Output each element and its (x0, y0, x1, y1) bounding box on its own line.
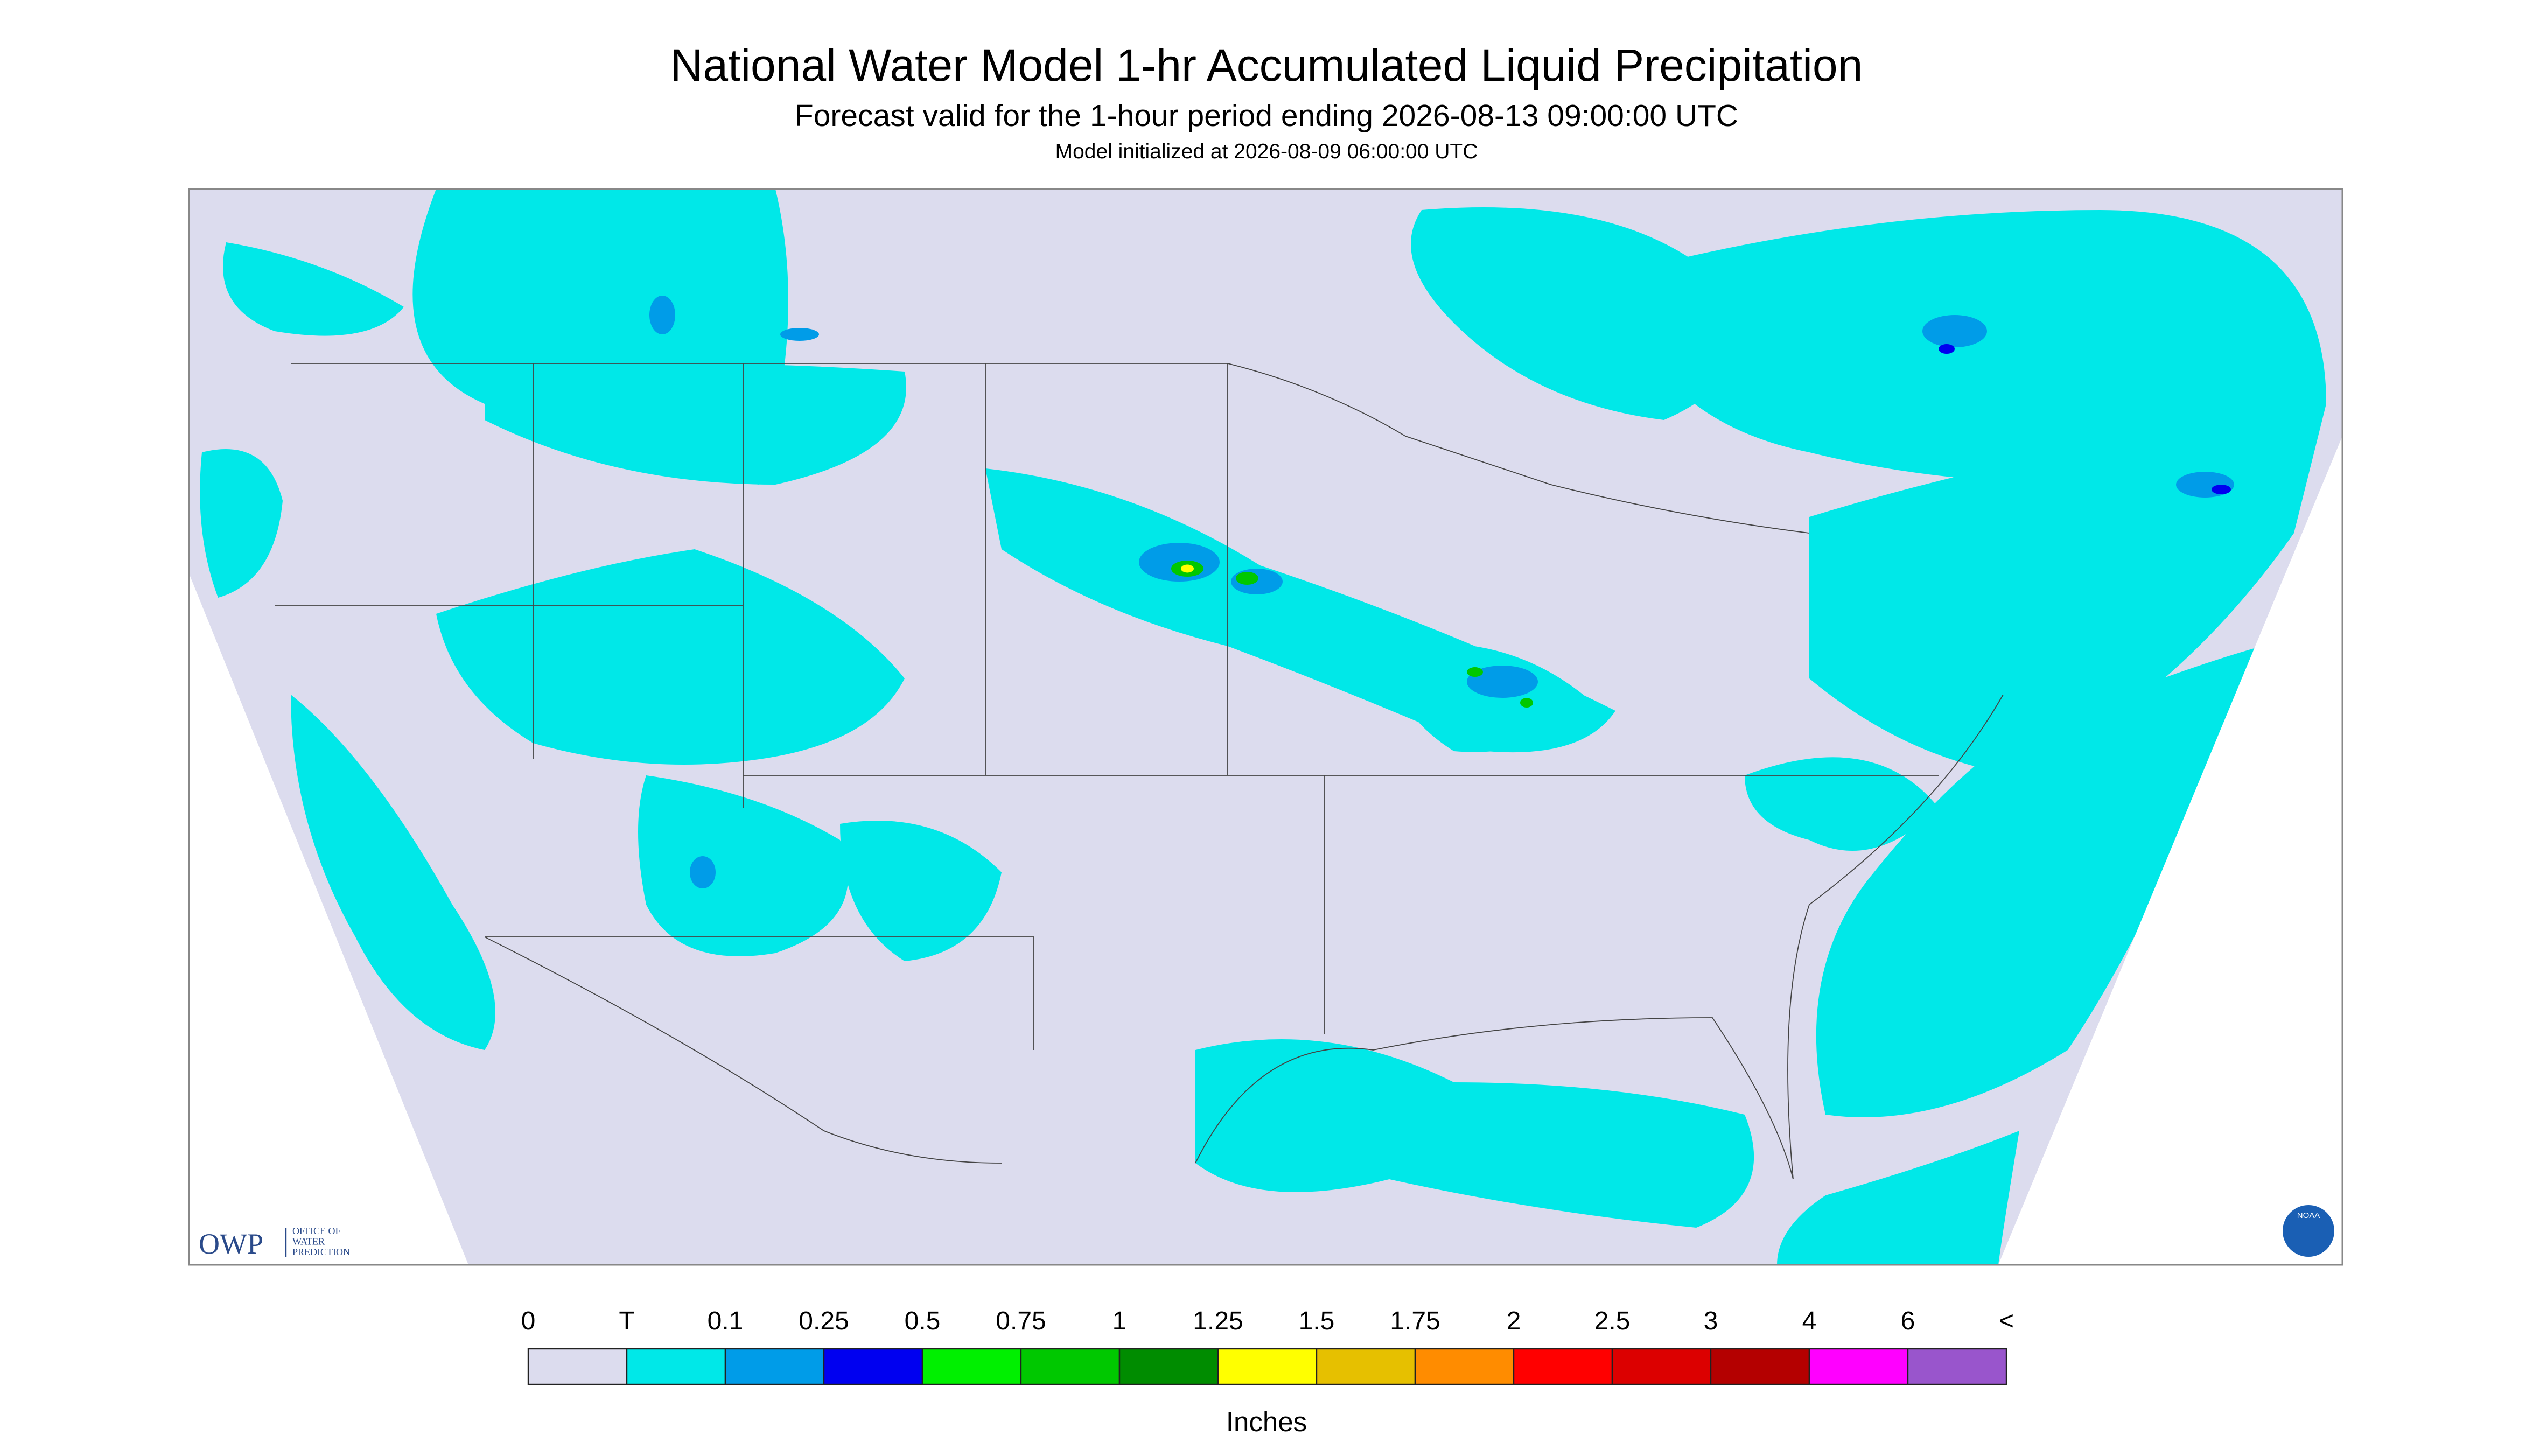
legend-label: 0.1 (708, 1307, 744, 1335)
legend-swatch (626, 1348, 726, 1385)
legend-label: T (619, 1307, 634, 1335)
legend-label: 2 (1507, 1307, 1521, 1335)
legend-label: 1.25 (1193, 1307, 1243, 1335)
legend-swatch (1316, 1348, 1416, 1385)
legend-label: 0.5 (905, 1307, 941, 1335)
legend-swatch (921, 1348, 1022, 1385)
legend-swatch (1118, 1348, 1219, 1385)
legend-swatch (1020, 1348, 1121, 1385)
legend-swatch (1611, 1348, 1712, 1385)
legend-label: 1.75 (1390, 1307, 1440, 1335)
noaa-text: NOAA (2297, 1211, 2320, 1220)
legend-label: 6 (1901, 1307, 1915, 1335)
legend-label: < (1999, 1307, 2014, 1335)
legend-label: 0.25 (799, 1307, 849, 1335)
map-frame (188, 188, 2343, 1266)
legend: 0 T 0.1 0.25 0.5 0.75 1 1.25 1.5 1.75 2 2.5 3 4 6 < (521, 1307, 2014, 1385)
legend-unit: Inches (1226, 1406, 1307, 1437)
legend-swatch (527, 1348, 628, 1385)
noaa-logo (2283, 1205, 2334, 1257)
legend-swatch (1907, 1348, 2007, 1385)
precip-light-areas (649, 296, 2234, 889)
legend-label: 1 (1112, 1307, 1127, 1335)
legend-swatch (1808, 1348, 1909, 1385)
title: National Water Model 1-hr Accumulated Li… (670, 40, 1863, 90)
init-note: Model initialized at 2026-08-09 06:00:00… (1055, 140, 1478, 163)
owp-logo: OWP (199, 1228, 263, 1260)
legend-label: 2.5 (1594, 1307, 1631, 1335)
legend-swatch (1513, 1348, 1613, 1385)
legend-swatch (1414, 1348, 1515, 1385)
subtitle: Forecast valid for the 1-hour period end… (795, 99, 1738, 133)
legend-label: 3 (1704, 1307, 1718, 1335)
legend-swatch (724, 1348, 825, 1385)
legend-swatch (1217, 1348, 1318, 1385)
owp-name-line: OFFICE OF (292, 1226, 341, 1236)
owp-name-line: WATER (292, 1236, 325, 1247)
boundaries (275, 363, 2004, 1180)
legend-label: 0 (521, 1307, 536, 1335)
owp-name-line: PREDICTION (292, 1247, 350, 1257)
legend-swatch (823, 1348, 923, 1385)
legend-label: 1.5 (1299, 1307, 1335, 1335)
precip-trace-areas (200, 189, 2326, 1265)
legend-label: 0.75 (996, 1307, 1046, 1335)
out-of-domain (189, 436, 2342, 1265)
precip-heavy-areas (1171, 344, 2231, 708)
legend-swatch (1710, 1348, 1810, 1385)
legend-label: 4 (1802, 1307, 1817, 1335)
